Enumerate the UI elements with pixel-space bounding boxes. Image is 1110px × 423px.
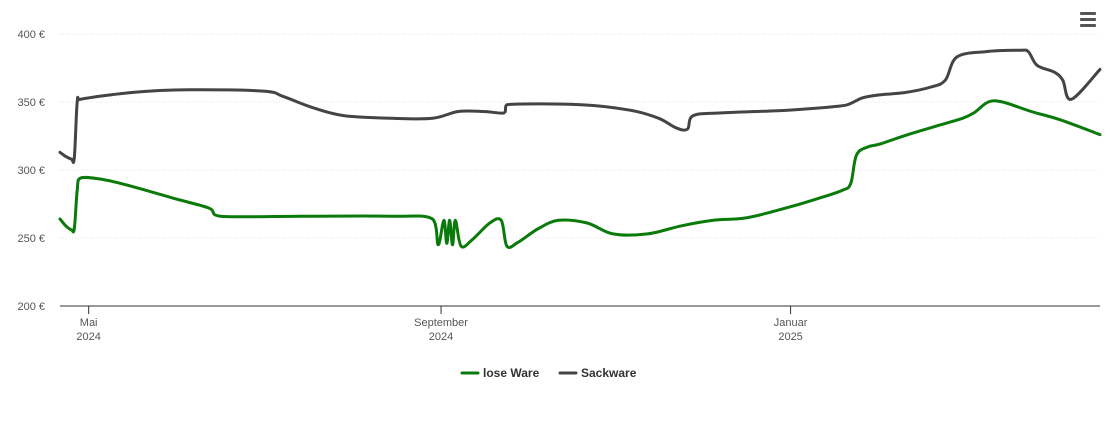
x-tick-year: 2024 xyxy=(76,331,100,343)
series-lines xyxy=(58,48,1102,249)
x-axis-ticks: Mai 2024 September 2024 Januar 2025 xyxy=(76,306,808,343)
series-line-lose-ware[interactable] xyxy=(58,99,1102,249)
x-tick-label: September xyxy=(414,317,468,329)
y-tick-label: 200 € xyxy=(17,301,45,313)
hamburger-menu-icon[interactable] xyxy=(1078,12,1100,32)
grid-lines xyxy=(60,33,1100,239)
series-line-sackware[interactable] xyxy=(58,48,1102,164)
y-tick-label: 250 € xyxy=(17,233,45,245)
legend-item-label[interactable]: Sackware xyxy=(581,366,637,380)
x-tick-year: 2024 xyxy=(429,331,453,343)
y-tick-label: 350 € xyxy=(17,97,45,109)
y-axis-ticks: 400 € 350 € 300 € 250 € 200 € xyxy=(17,29,45,313)
x-tick-label: Mai xyxy=(80,317,98,329)
y-tick-label: 300 € xyxy=(17,165,45,177)
legend-item-label[interactable]: lose Ware xyxy=(483,366,540,380)
x-tick-year: 2025 xyxy=(778,331,802,343)
y-tick-label: 400 € xyxy=(17,29,45,41)
x-tick-label: Januar xyxy=(774,317,808,329)
legend: lose Ware Sackware xyxy=(460,366,637,380)
